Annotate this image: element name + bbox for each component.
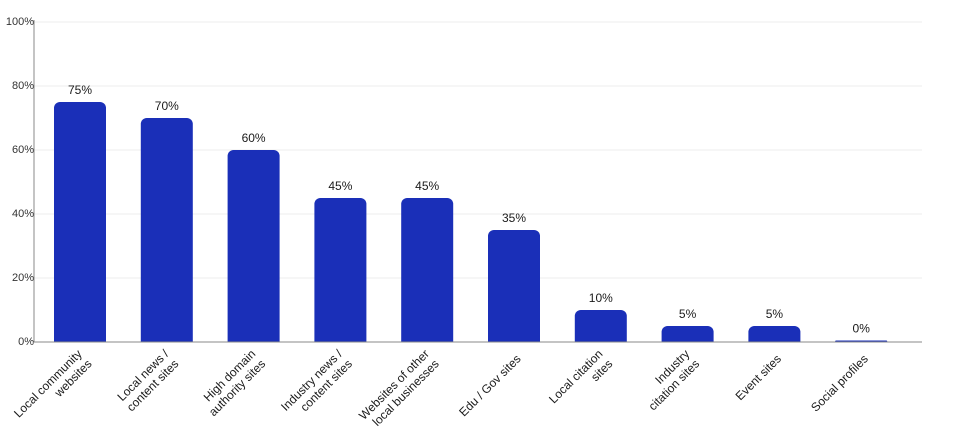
y-tick-label: 100%	[6, 16, 34, 28]
x-tick-label: Edu / Gov sites	[456, 352, 523, 419]
bar	[488, 230, 540, 342]
x-tick-label: Event sites	[733, 352, 784, 403]
data-labels: 75% 70% 60% 45% 45% 35% 10% 5% 5% 0%	[68, 83, 870, 336]
bar	[54, 102, 106, 342]
x-tick-label: Local citationsites	[546, 347, 615, 416]
data-label: 5%	[766, 307, 784, 321]
data-label: 45%	[415, 179, 439, 193]
data-label: 75%	[68, 83, 92, 97]
x-tick-label: Industrycitation sites	[636, 347, 702, 413]
x-tick-label: Local communitywebsites	[11, 347, 94, 430]
y-axis-ticks: 0% 20% 40% 60% 80% 100%	[6, 16, 34, 348]
x-tick-label: Local news /content sites	[114, 346, 182, 414]
x-tick-label: Social profiles	[808, 352, 871, 415]
y-tick-label: 40%	[12, 208, 34, 220]
data-label: 10%	[589, 291, 613, 305]
bar	[314, 198, 367, 342]
y-tick-label: 80%	[12, 80, 34, 92]
bar	[748, 326, 801, 342]
data-label: 60%	[242, 131, 266, 145]
data-label: 70%	[155, 99, 179, 113]
bar	[401, 198, 454, 342]
bar	[574, 310, 627, 342]
bar	[140, 118, 193, 342]
x-tick-label: Industry news /content sites	[278, 346, 355, 423]
bars	[54, 102, 888, 342]
y-tick-label: 60%	[12, 144, 34, 156]
bar	[661, 326, 714, 342]
y-tick-label: 0%	[18, 336, 34, 348]
data-label: 5%	[679, 307, 697, 321]
x-tick-label: High domainauthority sites	[196, 347, 268, 419]
x-axis-labels: Local communitywebsites Local news /conte…	[11, 346, 871, 433]
bar	[227, 150, 280, 342]
axes	[33, 20, 922, 343]
data-label: 35%	[502, 211, 526, 225]
data-label: 45%	[328, 179, 352, 193]
y-tick-label: 20%	[12, 272, 34, 284]
data-label: 0%	[853, 322, 871, 336]
x-tick-label: Websites of otherlocal businesses	[356, 347, 442, 433]
